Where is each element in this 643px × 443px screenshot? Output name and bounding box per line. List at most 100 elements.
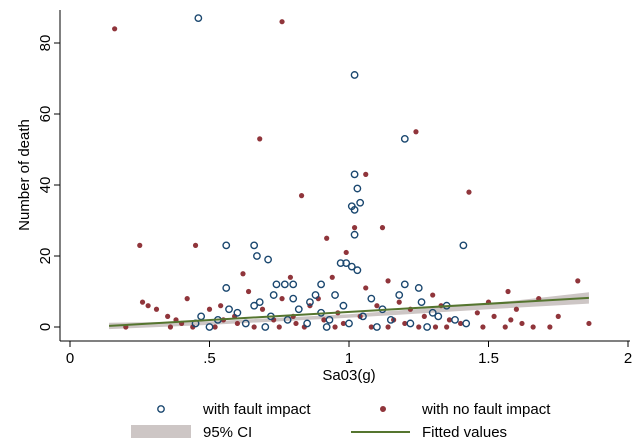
fault-point [345, 319, 353, 328]
no-fault-point [279, 19, 285, 25]
no-fault-point [276, 324, 282, 330]
fault-point [317, 280, 325, 289]
fault-point [306, 298, 314, 307]
fault-point [261, 323, 270, 331]
fault-point [350, 205, 359, 214]
legend-swatch-ci [131, 425, 191, 438]
fault-point [331, 291, 339, 299]
legend-label-fit: Fitted values [422, 424, 507, 441]
no-fault-point [240, 271, 246, 277]
no-fault-point [293, 320, 299, 327]
no-fault-point [251, 324, 257, 330]
legend-label-fault: with fault impact [202, 401, 311, 418]
no-fault-point [505, 288, 511, 295]
fault-point [222, 284, 231, 292]
fault-point [367, 294, 376, 303]
fault-point [353, 266, 362, 275]
fault-point [250, 301, 259, 310]
no-fault-point [218, 303, 224, 309]
y-axis-title: Number of death [16, 119, 33, 231]
fault-point [283, 315, 292, 324]
fault-point [325, 315, 334, 324]
fault-point [241, 319, 250, 328]
no-fault-point [547, 324, 553, 330]
no-fault-point [145, 303, 151, 309]
no-fault-point [502, 324, 508, 330]
x-tick-label: 2 [624, 350, 632, 367]
no-fault-point [480, 324, 486, 330]
fault-point [269, 291, 278, 299]
no-fault-point [530, 324, 536, 330]
fault-point [303, 319, 312, 328]
fault-point [428, 308, 437, 317]
no-fault-point [332, 324, 338, 330]
fault-point [336, 259, 345, 267]
y-tick-label: 60 [37, 106, 54, 123]
no-fault-point [245, 288, 252, 295]
no-fault-point [351, 225, 358, 231]
fault-point [386, 315, 395, 324]
fault-point [417, 298, 426, 307]
no-fault-point [363, 285, 369, 291]
no-fault-point [298, 193, 305, 199]
fault-point [395, 291, 404, 299]
no-fault-point [430, 292, 436, 298]
fault-point [350, 71, 359, 79]
fault-point [359, 312, 367, 321]
legend-marker-fault [157, 405, 165, 413]
fault-point [372, 323, 381, 331]
fault-point [264, 255, 272, 264]
no-fault-point [279, 296, 285, 302]
fault-point [451, 315, 459, 324]
fault-point [272, 280, 281, 289]
no-fault-point [153, 306, 160, 312]
fault-point [423, 323, 432, 331]
legend: with fault impact with no fault impact 9… [131, 401, 551, 441]
fault-point [225, 305, 233, 314]
fault-point [294, 305, 303, 314]
fault-point [406, 319, 415, 328]
no-fault-point [287, 274, 294, 280]
fault-point [280, 280, 289, 289]
x-axis-title: Sa03(g) [322, 367, 375, 384]
fault-point [250, 241, 259, 250]
no-fault-point [416, 324, 422, 330]
no-fault-point [385, 324, 391, 330]
fault-point [356, 198, 365, 207]
no-fault-point [368, 324, 374, 330]
no-fault-point [363, 171, 369, 177]
y-tick-label: 80 [37, 35, 54, 52]
no-fault-point [212, 324, 218, 330]
fault-point [400, 134, 409, 143]
no-fault-point [234, 320, 240, 327]
fault-point [194, 14, 203, 23]
fault-point [289, 294, 298, 303]
no-fault-point [165, 313, 171, 319]
fitted-line [109, 296, 589, 327]
no-fault-point [206, 306, 213, 312]
no-fault-point [385, 278, 391, 284]
no-fault-point [458, 320, 464, 327]
no-fault-point [112, 26, 118, 32]
y-axis-ticks: 0 20 40 60 80 [37, 35, 60, 331]
no-fault-point [466, 189, 472, 195]
y-tick-label: 40 [37, 177, 54, 194]
no-fault-point [374, 303, 380, 309]
no-fault-point [396, 299, 402, 305]
no-fault-point [329, 274, 335, 280]
no-fault-point [575, 278, 581, 284]
x-tick-label: 1.5 [478, 350, 499, 367]
y-tick-label: 0 [37, 323, 54, 331]
x-tick-label: 0 [66, 350, 74, 367]
no-fault-point [413, 129, 419, 135]
no-fault-point [421, 313, 427, 319]
no-fault-point [379, 225, 386, 231]
fault-point [459, 241, 468, 250]
confidence-band-layer [109, 292, 589, 330]
no-fault-point [257, 136, 263, 142]
fault-point [350, 170, 359, 179]
no-fault-point [137, 242, 143, 248]
no-fault-point [432, 324, 439, 330]
no-fault-point [555, 313, 561, 319]
